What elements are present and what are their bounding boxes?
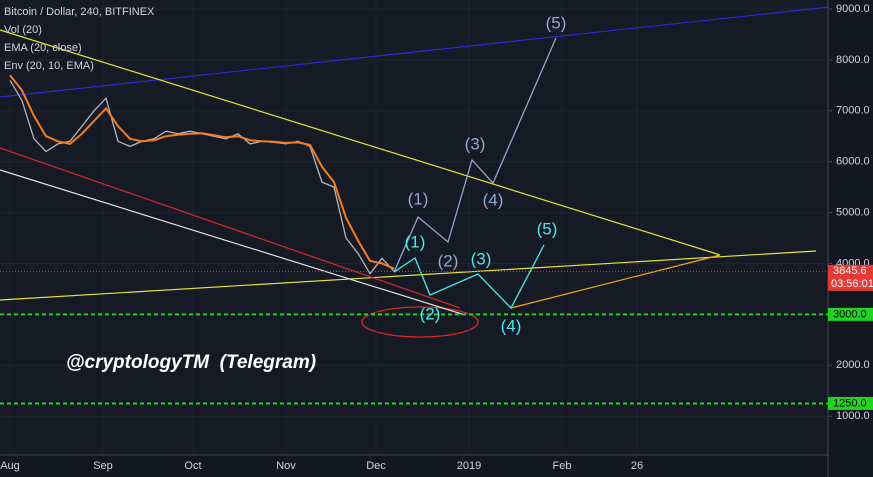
price-tag-label: 3000.0: [833, 308, 867, 320]
price-tag: [828, 396, 873, 410]
x-tick-label: Aug: [0, 460, 20, 472]
wave-label: (5): [546, 14, 567, 33]
wave-label: (3): [471, 249, 492, 268]
y-tick-label: 7000.0: [836, 105, 870, 117]
y-tick-label: 8000.0: [836, 54, 870, 66]
y-tick-label: 2000.0: [836, 359, 870, 371]
trend-line: [0, 147, 461, 309]
price-tag-label: 3845.6: [833, 265, 867, 277]
x-tick-label: Dec: [366, 460, 386, 472]
y-tick-label: 1000.0: [836, 410, 870, 422]
wave-label: (1): [405, 232, 426, 251]
price-tag: [828, 264, 873, 291]
indicator: Env (20, 10, EMA): [4, 60, 94, 72]
indicator: Vol (20): [4, 24, 42, 36]
price-line: [9, 74, 395, 270]
x-tick-label: Oct: [184, 460, 201, 472]
indicator: EMA (20, close): [4, 42, 82, 54]
wave-label: (3): [465, 134, 486, 153]
x-tick-label: Nov: [276, 460, 296, 472]
x-tick-label: 26: [631, 460, 643, 472]
countdown: 03:56:01: [831, 278, 873, 290]
wave-path: [393, 37, 557, 273]
wave-label: (2): [438, 251, 459, 270]
wave-label: (4): [483, 190, 504, 209]
x-tick-label: 2019: [457, 460, 481, 472]
x-tick-label: Sep: [93, 460, 113, 472]
trend-line: [0, 29, 721, 256]
chart-title: Bitcoin / Dollar, 240, BITFINEX: [4, 6, 155, 18]
x-tick-label: Feb: [553, 460, 572, 472]
wave-label: (4): [501, 316, 522, 335]
price-tag-label: 1250.0: [833, 397, 867, 409]
trend-line: [0, 169, 466, 316]
y-tick-label: 5000.0: [836, 206, 870, 218]
wave-path: [393, 244, 545, 310]
y-tick-label: 6000.0: [836, 156, 870, 168]
highlight-ellipse: [361, 306, 479, 338]
y-tick-label: 9000.0: [836, 3, 870, 15]
watermark: @cryptologyTM (Telegram): [66, 352, 316, 373]
trend-line: [510, 254, 721, 309]
price-tag: [828, 307, 873, 321]
wave-label: (1): [408, 189, 429, 208]
trend-line: [0, 6, 829, 98]
wave-label: (2): [420, 304, 441, 323]
wave-label: (5): [537, 219, 558, 238]
trend-line: [0, 250, 817, 301]
